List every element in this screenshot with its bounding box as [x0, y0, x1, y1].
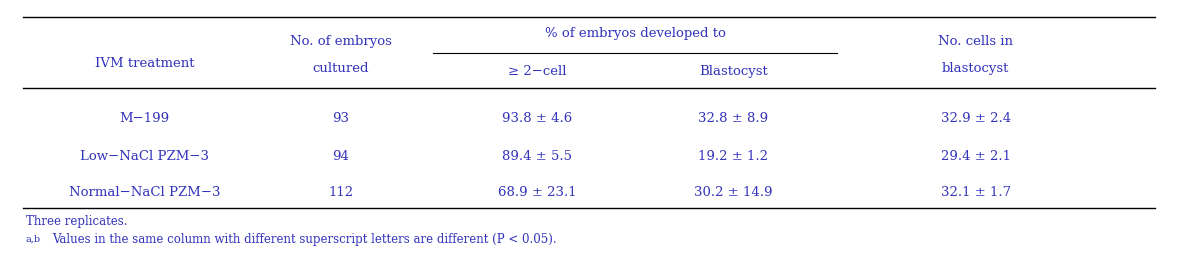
Text: 32.8 ± 8.9: 32.8 ± 8.9	[699, 112, 768, 125]
Text: ≥ 2−cell: ≥ 2−cell	[508, 65, 567, 77]
Text: 93.8 ± 4.6: 93.8 ± 4.6	[502, 112, 573, 125]
Text: blastocyst: blastocyst	[942, 62, 1010, 75]
Text: 89.4 ± 5.5: 89.4 ± 5.5	[502, 149, 573, 162]
Text: 68.9 ± 23.1: 68.9 ± 23.1	[498, 185, 576, 198]
Text: Blastocyst: Blastocyst	[699, 65, 768, 77]
Text: Normal−NaCl PZM−3: Normal−NaCl PZM−3	[68, 185, 220, 198]
Text: a,b: a,b	[26, 233, 41, 242]
Text: No. of embryos: No. of embryos	[290, 35, 392, 47]
Text: 94: 94	[332, 149, 349, 162]
Text: 32.1 ± 1.7: 32.1 ± 1.7	[941, 185, 1011, 198]
Text: 30.2 ± 14.9: 30.2 ± 14.9	[694, 185, 773, 198]
Text: % of embryos developed to: % of embryos developed to	[544, 27, 726, 40]
Text: No. cells in: No. cells in	[938, 35, 1013, 47]
Text: 112: 112	[329, 185, 353, 198]
Text: 32.9 ± 2.4: 32.9 ± 2.4	[941, 112, 1011, 125]
Text: 93: 93	[332, 112, 350, 125]
Text: Low−NaCl PZM−3: Low−NaCl PZM−3	[80, 149, 209, 162]
Text: Three replicates.: Three replicates.	[26, 214, 127, 227]
Text: 29.4 ± 2.1: 29.4 ± 2.1	[941, 149, 1011, 162]
Text: 19.2 ± 1.2: 19.2 ± 1.2	[699, 149, 768, 162]
Text: M−199: M−199	[119, 112, 170, 125]
Text: IVM treatment: IVM treatment	[94, 57, 194, 70]
Text: cultured: cultured	[312, 62, 369, 75]
Text: Values in the same column with different superscript letters are different (P < : Values in the same column with different…	[52, 232, 557, 245]
